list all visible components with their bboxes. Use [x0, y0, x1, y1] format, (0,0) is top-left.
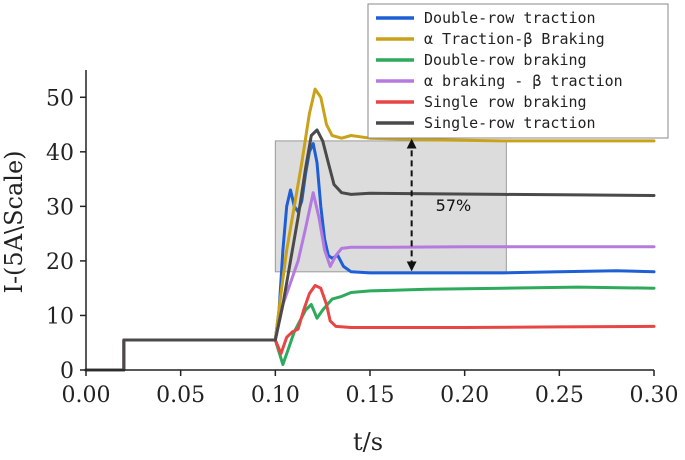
- legend-entry: Double-row traction: [424, 9, 596, 27]
- x-tick-label: 0.30: [630, 383, 679, 408]
- x-tick-label: 0.10: [251, 383, 300, 408]
- legend-entry: Single-row traction: [424, 114, 596, 132]
- legend-entry: α braking - β traction: [424, 72, 623, 90]
- annotation-layer: 57%: [406, 138, 472, 272]
- legend-box: [367, 3, 669, 139]
- y-tick-label: 10: [46, 304, 74, 329]
- x-tick-label: 0.25: [535, 383, 584, 408]
- y-tick-label: 40: [46, 141, 74, 166]
- series-line-1: [84, 142, 656, 372]
- highlight-region: [274, 140, 507, 273]
- legend-entry: Double-row braking: [424, 51, 587, 69]
- y-axis-title: I-(5A\Scale): [0, 150, 28, 293]
- x-tick-label: 0.15: [346, 383, 395, 408]
- x-tick-label: 0.20: [440, 383, 489, 408]
- axes-layer: 0.00 0.05 0.10 0.15 0.20 0.25 0.30 0 10 20 30 40 50: [46, 70, 678, 408]
- series-line-6: [84, 128, 656, 372]
- x-tick-label: 0.00: [62, 383, 111, 408]
- series-layer: [84, 87, 656, 372]
- y-tick-label: 0: [60, 359, 74, 384]
- annotation-label: 57%: [436, 196, 472, 215]
- legend: Double-row traction α Traction-β Braking D…: [367, 3, 669, 139]
- annotation-region-layer: [274, 140, 507, 273]
- y-tick-label: 50: [46, 86, 74, 111]
- legend-entry: Single row braking: [424, 93, 587, 111]
- y-tick-label: 30: [46, 195, 74, 220]
- series-line-5: [84, 284, 656, 372]
- legend-entry: α Traction-β Braking: [424, 30, 605, 48]
- x-tick-label: 0.05: [156, 383, 205, 408]
- y-tick-label: 20: [46, 250, 74, 275]
- x-axis-title: t/s: [353, 428, 383, 456]
